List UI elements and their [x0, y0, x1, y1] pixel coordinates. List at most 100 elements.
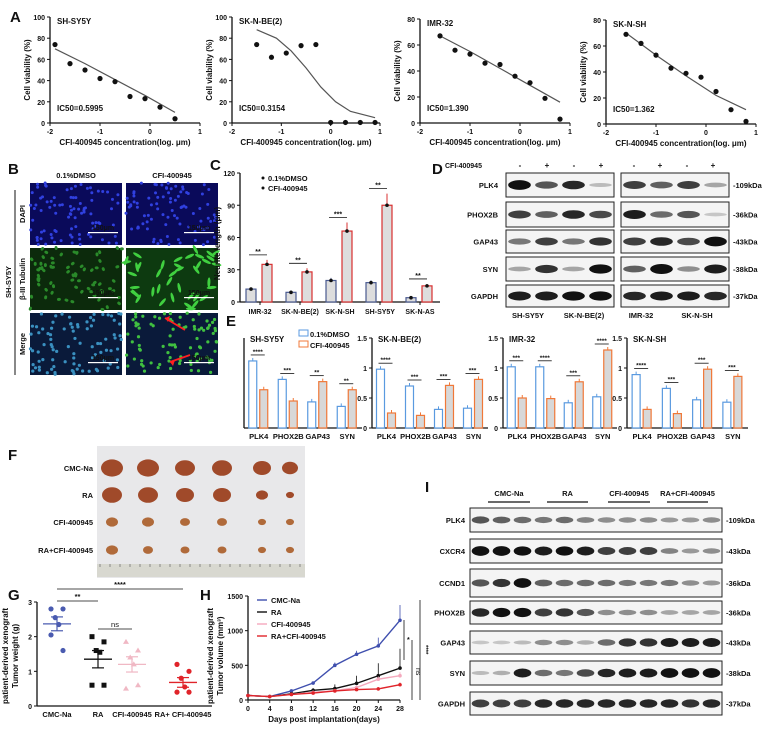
cell: [194, 254, 205, 259]
protein-label: CCND1: [439, 579, 465, 588]
cell: [115, 347, 120, 351]
legend-label: 0.1%DMSO: [310, 330, 350, 339]
data-point: [67, 61, 73, 67]
data-point: [342, 119, 349, 126]
cell: [109, 314, 114, 318]
cell: [100, 290, 105, 294]
bar: [473, 378, 484, 429]
nucleus: [135, 205, 139, 209]
chart-title: SK-N-SH: [613, 20, 647, 29]
nucleus: [169, 197, 173, 201]
cell: [51, 358, 55, 362]
nucleus: [169, 187, 173, 191]
cell: [112, 318, 116, 322]
nucleus: [156, 207, 160, 211]
protein-band: [471, 608, 490, 617]
cell: [93, 353, 97, 357]
data-point: [283, 50, 289, 56]
cell: [70, 278, 75, 282]
protein-band: [555, 699, 574, 708]
protein-band: [492, 699, 511, 708]
cell: [49, 281, 53, 286]
cell: [46, 331, 50, 336]
protein-band: [555, 608, 574, 617]
cell: [41, 358, 45, 362]
cell: [63, 360, 67, 364]
cell: [50, 261, 55, 265]
nucleus: [96, 189, 100, 193]
protein-band: [618, 517, 637, 523]
protein-band: [589, 210, 612, 219]
tumor: [175, 460, 195, 476]
nucleus: [74, 196, 78, 200]
nucleus: [78, 201, 82, 205]
y-axis-label: patient-derived xenograft: [206, 608, 215, 704]
series-line: [247, 684, 401, 698]
nucleus: [149, 217, 153, 221]
blot-row: [505, 284, 615, 308]
bar: [365, 282, 377, 303]
y-tick-label: 1: [28, 669, 32, 676]
cell: [28, 306, 32, 311]
image-background: [30, 183, 122, 245]
nucleus: [205, 226, 209, 230]
arrow-icon: [165, 316, 170, 322]
x-tick-label: PLK4: [633, 432, 653, 441]
x-tick-label: RA+ CFI-400945: [155, 710, 212, 719]
nucleus: [200, 192, 204, 196]
nucleus: [146, 213, 150, 217]
nucleus: [199, 219, 203, 223]
protein-band: [492, 670, 511, 676]
cell: [49, 326, 54, 330]
cell: [162, 312, 167, 316]
nucleus: [168, 200, 172, 204]
cell: [159, 298, 166, 307]
y-tick-label: 500: [231, 663, 243, 670]
bar: [574, 381, 584, 429]
data-point: [289, 692, 294, 697]
data-point: [265, 262, 269, 267]
cell: [170, 343, 174, 347]
panel-letter: B: [8, 161, 19, 178]
protein-band: [508, 180, 531, 190]
data-point: [298, 43, 304, 49]
scale-bar: [88, 362, 118, 364]
cell: [29, 332, 33, 336]
nucleus: [209, 219, 213, 223]
cell: [81, 369, 85, 373]
dose-response-chart: 0 20 40 60 80 100 -2 -1 0 1 SK-N-BE(2) IC50=0.3154 C…: [205, 15, 382, 147]
cell: [30, 294, 34, 299]
blot-frame: [505, 229, 615, 254]
legend-marker: [298, 340, 309, 348]
tumor: [286, 518, 294, 526]
significance-label: ***: [698, 357, 706, 364]
cell: [75, 322, 80, 327]
nucleus: [91, 227, 95, 231]
tumor: [142, 517, 154, 527]
protein-band: [492, 546, 511, 556]
kda-label: -36kDa: [726, 609, 751, 618]
nucleus: [181, 185, 185, 189]
y-tick-label: 2: [28, 635, 32, 642]
cell: [98, 250, 102, 255]
microscopy-image: 150μm: [28, 311, 123, 376]
ic50-label: IC50=1.390: [427, 104, 469, 113]
nucleus: [154, 191, 158, 195]
x-tick-label: 0: [246, 706, 250, 713]
significance-label: **: [375, 183, 381, 190]
cell: [168, 366, 173, 371]
data-point: [527, 80, 533, 86]
significance-label: ****: [422, 645, 428, 655]
panel-letter: D: [432, 161, 443, 178]
x-tick-label: 16: [331, 706, 339, 713]
significance-label: *: [407, 637, 410, 644]
data-point: [52, 41, 58, 48]
bar: [661, 387, 671, 429]
blot-frame: [620, 229, 730, 254]
x-tick-label: SYN: [340, 432, 355, 441]
nucleus: [68, 204, 72, 208]
protein-band: [576, 699, 595, 708]
protein-band: [471, 579, 490, 587]
y-tick-label: 1: [363, 366, 367, 373]
protein-band: [597, 699, 616, 708]
